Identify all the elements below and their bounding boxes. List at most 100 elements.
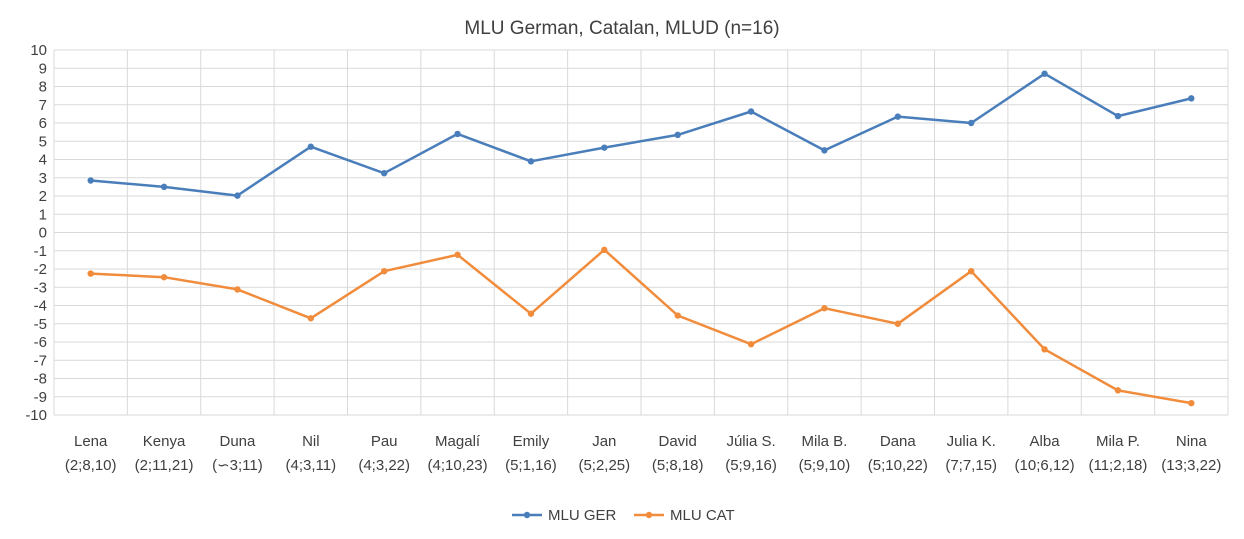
x-tick-label-name: Duna — [220, 433, 257, 450]
x-tick-label-age: (11;2,18) — [1088, 457, 1147, 474]
y-tick-label: -8 — [34, 371, 47, 388]
y-tick-label: 0 — [39, 225, 47, 242]
data-point — [1114, 387, 1122, 394]
x-tick-label-age: (5;1,16) — [505, 457, 557, 474]
data-point — [601, 246, 608, 254]
data-point — [1041, 346, 1048, 353]
data-point — [967, 119, 975, 127]
x-tick-label-name: Nil — [302, 433, 320, 450]
x-tick-label-name: Alba — [1030, 433, 1061, 450]
y-tick-label: 10 — [30, 42, 47, 59]
x-tick-label-age: (4;3,11) — [286, 457, 337, 474]
data-point — [674, 131, 681, 139]
x-tick-label-name: Mila P. — [1096, 433, 1140, 450]
data-point — [601, 144, 608, 151]
y-tick-label: -5 — [34, 316, 47, 333]
data-point — [747, 340, 755, 348]
y-tick-label: -7 — [34, 352, 47, 369]
x-tick-label-age: (13;3,22) — [1161, 457, 1221, 474]
data-point — [747, 108, 755, 115]
x-tick-label-name: Nina — [1176, 433, 1208, 450]
y-tick-label: -6 — [34, 334, 47, 351]
y-tick-label: 3 — [39, 170, 47, 187]
x-tick-label-name: Mila B. — [802, 433, 848, 450]
y-tick-label: -2 — [34, 261, 47, 278]
data-point — [234, 192, 241, 199]
x-tick-label-name: Pau — [371, 433, 398, 450]
y-tick-label: -10 — [25, 407, 47, 424]
y-tick-label: -4 — [34, 298, 47, 315]
x-tick-label-age: (5;10,22) — [868, 457, 928, 474]
x-tick-label-age: (4;10,23) — [428, 457, 488, 474]
data-point — [1041, 70, 1048, 77]
legend: MLU GER MLU CAT — [512, 507, 735, 524]
x-tick-label-age: (5;9,10) — [799, 457, 851, 474]
x-tick-label-name: Dana — [880, 433, 917, 450]
data-point — [160, 274, 168, 281]
x-tick-label-name: Júlia S. — [726, 433, 775, 450]
data-point — [380, 267, 388, 275]
x-tick-label-age: (5;8,18) — [652, 457, 704, 474]
y-tick-label: 4 — [39, 152, 47, 169]
x-tick-label-name: David — [659, 433, 697, 450]
data-point — [87, 177, 94, 184]
data-point — [821, 305, 828, 312]
series-mlu-ger — [87, 70, 1195, 199]
data-point — [821, 147, 828, 154]
data-point — [234, 286, 241, 293]
x-tick-label-age: (5;2,25) — [578, 457, 630, 474]
data-point — [894, 320, 902, 327]
data-point — [527, 158, 535, 165]
series-line — [89, 72, 1193, 197]
legend-marker — [523, 511, 531, 519]
x-tick-label-name: Lena — [74, 433, 108, 450]
x-tick-label-name: Jan — [592, 433, 616, 450]
y-tick-label: 8 — [39, 79, 47, 96]
x-tick-label-age: (2;8,10) — [65, 457, 117, 474]
y-tick-label: 2 — [39, 188, 47, 205]
series-mlu-cat — [87, 246, 1195, 407]
data-point — [454, 251, 461, 258]
y-tick-label: 6 — [39, 115, 47, 132]
legend-entry: MLU GER — [512, 507, 617, 524]
data-point — [674, 312, 681, 319]
y-tick-label: -3 — [34, 279, 47, 296]
data-point — [527, 310, 535, 317]
data-point — [87, 270, 94, 277]
data-point — [454, 130, 461, 138]
legend-entry: MLU CAT — [634, 507, 735, 524]
y-tick-label: -1 — [34, 243, 47, 260]
data-point — [307, 315, 315, 322]
x-tick-label-age: (5;9,16) — [725, 457, 777, 474]
data-point — [1188, 95, 1195, 102]
series-line — [89, 248, 1193, 405]
x-tick-label-age: (4;3,22) — [358, 457, 410, 474]
x-tick-label-name: Emily — [513, 433, 550, 450]
x-tick-label-age: (10;6,12) — [1015, 457, 1075, 474]
x-axis-ticks: Lena (2;8,10) Kenya (2;11,21) Duna (∽3;11) Nil… — [65, 433, 1222, 474]
x-tick-label-age: (2;11,21) — [135, 457, 194, 474]
x-tick-label-name: Julia K. — [947, 433, 996, 450]
legend-marker — [645, 511, 653, 519]
x-tick-label-age: (7;7,15) — [945, 457, 997, 474]
data-point — [1114, 112, 1122, 120]
y-tick-label: 9 — [39, 60, 47, 77]
x-tick-label-name: Kenya — [143, 433, 186, 450]
grid-layer — [53, 49, 1229, 416]
data-point — [894, 113, 902, 120]
y-tick-label: -9 — [34, 389, 47, 406]
legend-label: MLU GER — [548, 507, 617, 524]
legend-label: MLU CAT — [670, 507, 735, 524]
data-point — [160, 183, 168, 191]
series-layer — [87, 70, 1195, 407]
data-point — [307, 143, 315, 150]
data-point — [380, 169, 388, 177]
y-tick-label: 7 — [39, 97, 47, 114]
data-point — [1188, 399, 1195, 407]
x-tick-label-name: Magalí — [435, 433, 481, 450]
data-point — [967, 267, 975, 275]
x-tick-label-age: (∽3;11) — [212, 457, 263, 474]
